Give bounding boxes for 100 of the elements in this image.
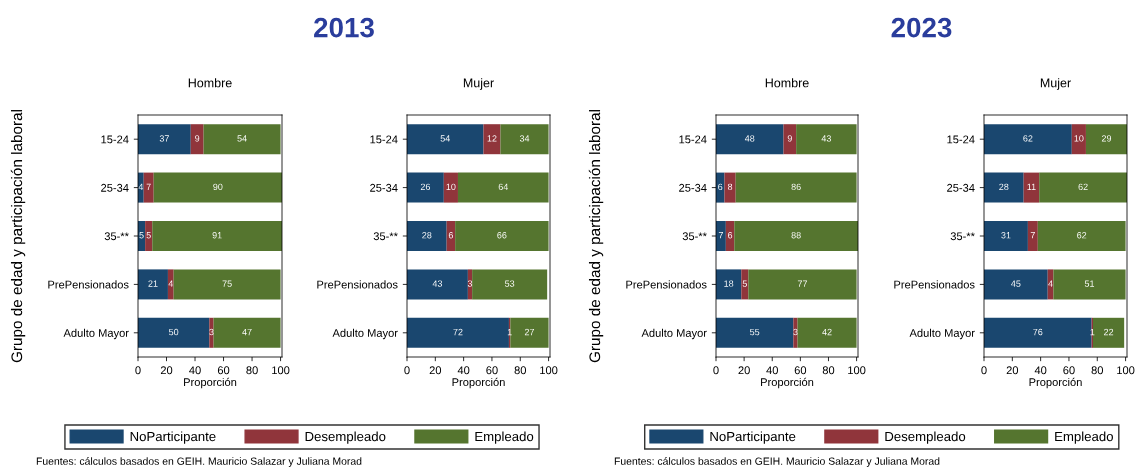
bar [1093,317,1125,348]
y-tick-label: 35-** [950,232,975,241]
data-label: 62 [1078,183,1088,191]
x-axis-title: Proporción [452,377,505,389]
y-tick-label: 15-24 [370,135,398,144]
bar [145,221,153,251]
data-label: 88 [791,232,801,239]
data-label: 7 [1030,232,1035,239]
bar [1023,172,1040,203]
x-axis-title: Proporción [184,377,237,389]
data-label: 27 [524,328,535,336]
bar [203,124,281,155]
data-label: 11 [1027,183,1036,190]
bar [1053,269,1126,300]
data-label: 31 [1001,232,1011,239]
legend-label: Desempleado [885,431,966,444]
bar [1085,124,1127,155]
bar [213,317,281,348]
data-label: 5 [742,280,747,287]
bar [1037,221,1126,251]
data-label: 62 [1077,232,1087,239]
data-label: 3 [209,328,214,336]
x-tick-label: 60 [217,366,230,375]
data-label: 77 [797,280,808,287]
data-label: 22 [1104,328,1114,336]
bar [457,172,549,203]
data-label: 37 [159,135,169,142]
bar [173,269,281,300]
bar [724,172,736,203]
data-label: 90 [213,183,223,191]
y-tick-label: Adulto Mayor [641,328,707,340]
source-note: Fuentes: cálculos basados en GEIH. Mauricio Salazar y Juliana Morad [614,457,940,467]
data-label: 9 [195,135,200,142]
chart-title: Mujer [463,78,494,90]
y-tick-label: PrePensionados [894,280,975,289]
bar [167,269,174,300]
bar [209,317,214,348]
bar [472,269,548,300]
bar [500,124,549,155]
bar [407,221,447,251]
bar [138,317,210,348]
bar [483,124,501,155]
data-label: 51 [1084,280,1095,287]
y-tick-label: PrePensionados [48,280,129,289]
x-tick-label: 80 [246,366,258,375]
x-tick-label: 40 [457,366,470,375]
y-tick-label: Adulto Mayor [909,328,975,340]
data-label: 48 [744,135,755,142]
data-label: 1 [507,328,512,336]
data-label: 34 [519,135,530,142]
data-label: 5 [146,232,151,239]
bar [734,221,858,251]
bar [984,172,1024,203]
data-label: 55 [750,328,760,336]
data-label: 12 [487,135,497,142]
y-axis-title: Grupo de edad y participación laboral [588,110,604,363]
data-label: 91 [212,232,222,239]
data-label: 66 [497,232,507,239]
bar [783,124,797,155]
bar [1071,124,1086,155]
x-axis-title: Proporción [761,377,814,389]
data-label: 21 [148,280,158,287]
bar [984,269,1048,300]
bar [407,269,468,300]
data-label: 72 [453,328,463,336]
bar [407,124,484,155]
data-label: 10 [446,183,456,191]
data-label: 10 [1074,135,1084,142]
chart-title: Mujer [1040,78,1071,90]
bar [716,269,742,300]
data-label: 4 [168,280,174,287]
data-label: 9 [787,135,792,142]
bar [716,124,784,155]
legend-label: NoParticipante [130,431,216,444]
bar [984,317,1092,348]
data-label: 42 [822,328,832,336]
x-tick-label: 100 [540,366,558,375]
bar [138,124,191,155]
data-label: 26 [420,183,431,191]
x-tick-label: 20 [160,366,173,375]
y-tick-label: 35-** [104,232,129,241]
y-tick-label: Adulto Mayor [332,328,398,340]
data-label: 29 [1101,135,1112,142]
text: 2023 [891,17,952,38]
x-tick-label: 60 [1063,366,1075,375]
data-label: 45 [1011,280,1021,287]
bar [143,172,154,203]
x-tick-label: 100 [272,366,290,375]
data-label: 6 [448,232,453,239]
x-tick-label: 20 [1006,366,1019,375]
data-label: 18 [724,280,734,287]
data-label: 54 [440,135,450,142]
x-tick-label: 100 [1117,366,1135,375]
data-label: 3 [467,280,473,287]
y-tick-label: PrePensionados [317,280,398,289]
bar [443,172,458,203]
y-tick-label: 35-** [373,232,398,241]
legend-label: Desempleado [305,431,386,444]
y-tick-label: 25-34 [947,183,975,192]
data-label: 8 [727,183,733,191]
